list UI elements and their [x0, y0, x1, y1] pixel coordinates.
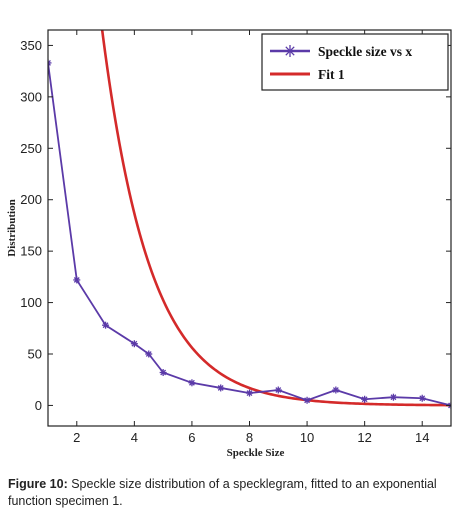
- legend-label-speckle: Speckle size vs x: [318, 44, 412, 59]
- legend-label-fit: Fit 1: [318, 67, 345, 82]
- axes: 2 4 6 8 10 12 14 0 50 100 150 200 250 300 350 Speckle S…: [6, 29, 452, 459]
- data-point: [130, 340, 138, 348]
- data-point: [48, 59, 52, 67]
- chart: 2 4 6 8 10 12 14 0 50 100 150 200 250 300 350 Speckle S…: [6, 29, 452, 459]
- data-point: [303, 396, 311, 404]
- y-tick-label: 150: [20, 244, 42, 259]
- caption-text: Speckle size distribution of a specklegr…: [8, 477, 437, 508]
- x-tick-label: 12: [357, 430, 371, 445]
- fit-1-line: [100, 30, 451, 407]
- data-point: [246, 389, 253, 397]
- y-tick-label: 100: [20, 295, 42, 310]
- data-point: [102, 321, 110, 329]
- x-axis-title: Speckle Size: [227, 447, 285, 459]
- y-tick-label: 0: [35, 398, 42, 413]
- y-tick-label: 350: [20, 38, 42, 53]
- legend-box: [261, 33, 449, 91]
- data-point: [332, 386, 340, 394]
- data-point: [159, 369, 167, 377]
- data-point: [73, 276, 81, 284]
- figure-caption: Figure 10: Speckle size distribution of …: [8, 476, 458, 510]
- plot-area: [48, 30, 451, 409]
- x-tick-label: 8: [246, 430, 253, 445]
- y-tick-label: 200: [20, 192, 42, 207]
- data-point: [145, 350, 153, 358]
- data-point: [361, 395, 369, 403]
- x-tick-label: 2: [73, 430, 80, 445]
- x-tick-label: 10: [300, 430, 314, 445]
- y-tick-label: 300: [20, 89, 42, 104]
- x-tick-label: 14: [415, 430, 429, 445]
- x-tick-label: 4: [131, 430, 138, 445]
- legend: Speckle size vs x Fit 1: [261, 33, 449, 91]
- y-tick-label: 50: [28, 347, 42, 362]
- data-point: [418, 394, 426, 402]
- caption-label: Figure 10:: [8, 477, 68, 491]
- y-tick-label: 250: [20, 141, 42, 156]
- speckle-size-line: [48, 62, 451, 407]
- data-point: [274, 386, 282, 394]
- data-point: [188, 379, 196, 387]
- y-axis-title: Distribution: [6, 199, 18, 256]
- data-point: [389, 393, 397, 401]
- data-point: [217, 384, 225, 392]
- legend-marker-speckle: [284, 45, 296, 57]
- x-tick-label: 6: [188, 430, 195, 445]
